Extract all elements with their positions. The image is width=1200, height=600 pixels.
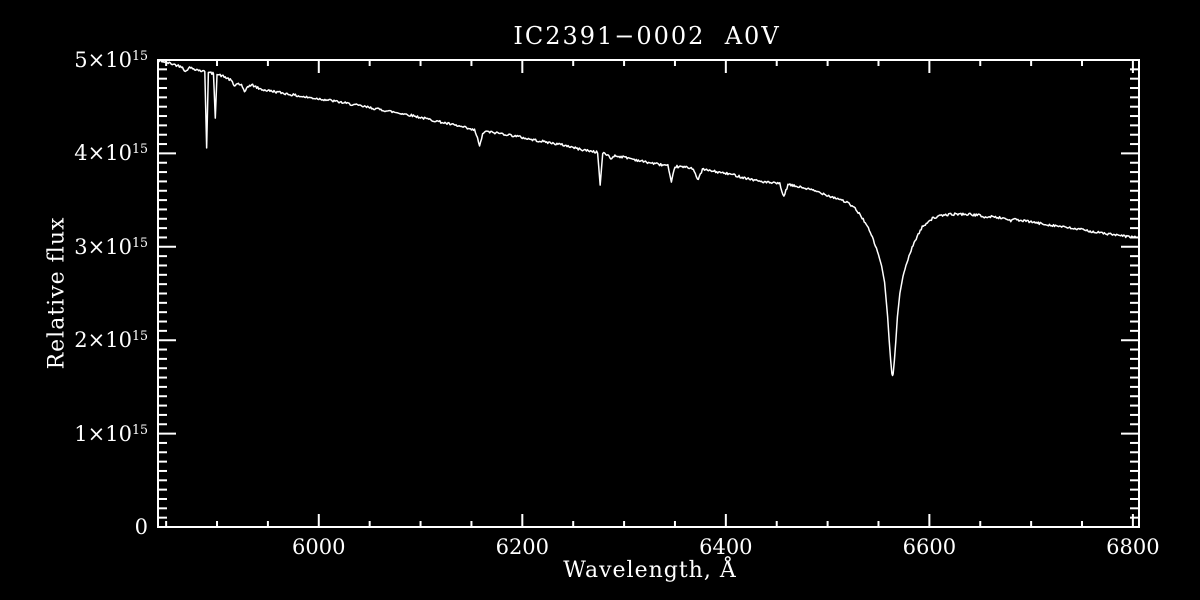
x-tick-label: 6000 [292, 535, 346, 559]
y-tick-label: 4×1015 [74, 141, 148, 166]
spectrum-line [157, 59, 1140, 377]
y-tick-label: 5×1015 [74, 48, 148, 72]
y-tick-label: 2×1015 [74, 328, 148, 353]
x-tick-label: 6400 [699, 535, 753, 559]
x-tick-label: 6600 [902, 535, 957, 559]
y-tick-label: 3×1015 [74, 234, 148, 259]
plot-border [157, 59, 1140, 528]
x-tick-label: 6200 [495, 535, 550, 559]
y-tick-label: 1×1015 [74, 421, 148, 446]
x-axis-title: Wavelength, Å [563, 558, 737, 583]
chart-title: IC2391−0002 A0V [513, 22, 781, 50]
x-tick-label: 6800 [1106, 535, 1160, 559]
y-tick-label: 0 [134, 515, 148, 539]
axis-ticks [158, 59, 1139, 528]
